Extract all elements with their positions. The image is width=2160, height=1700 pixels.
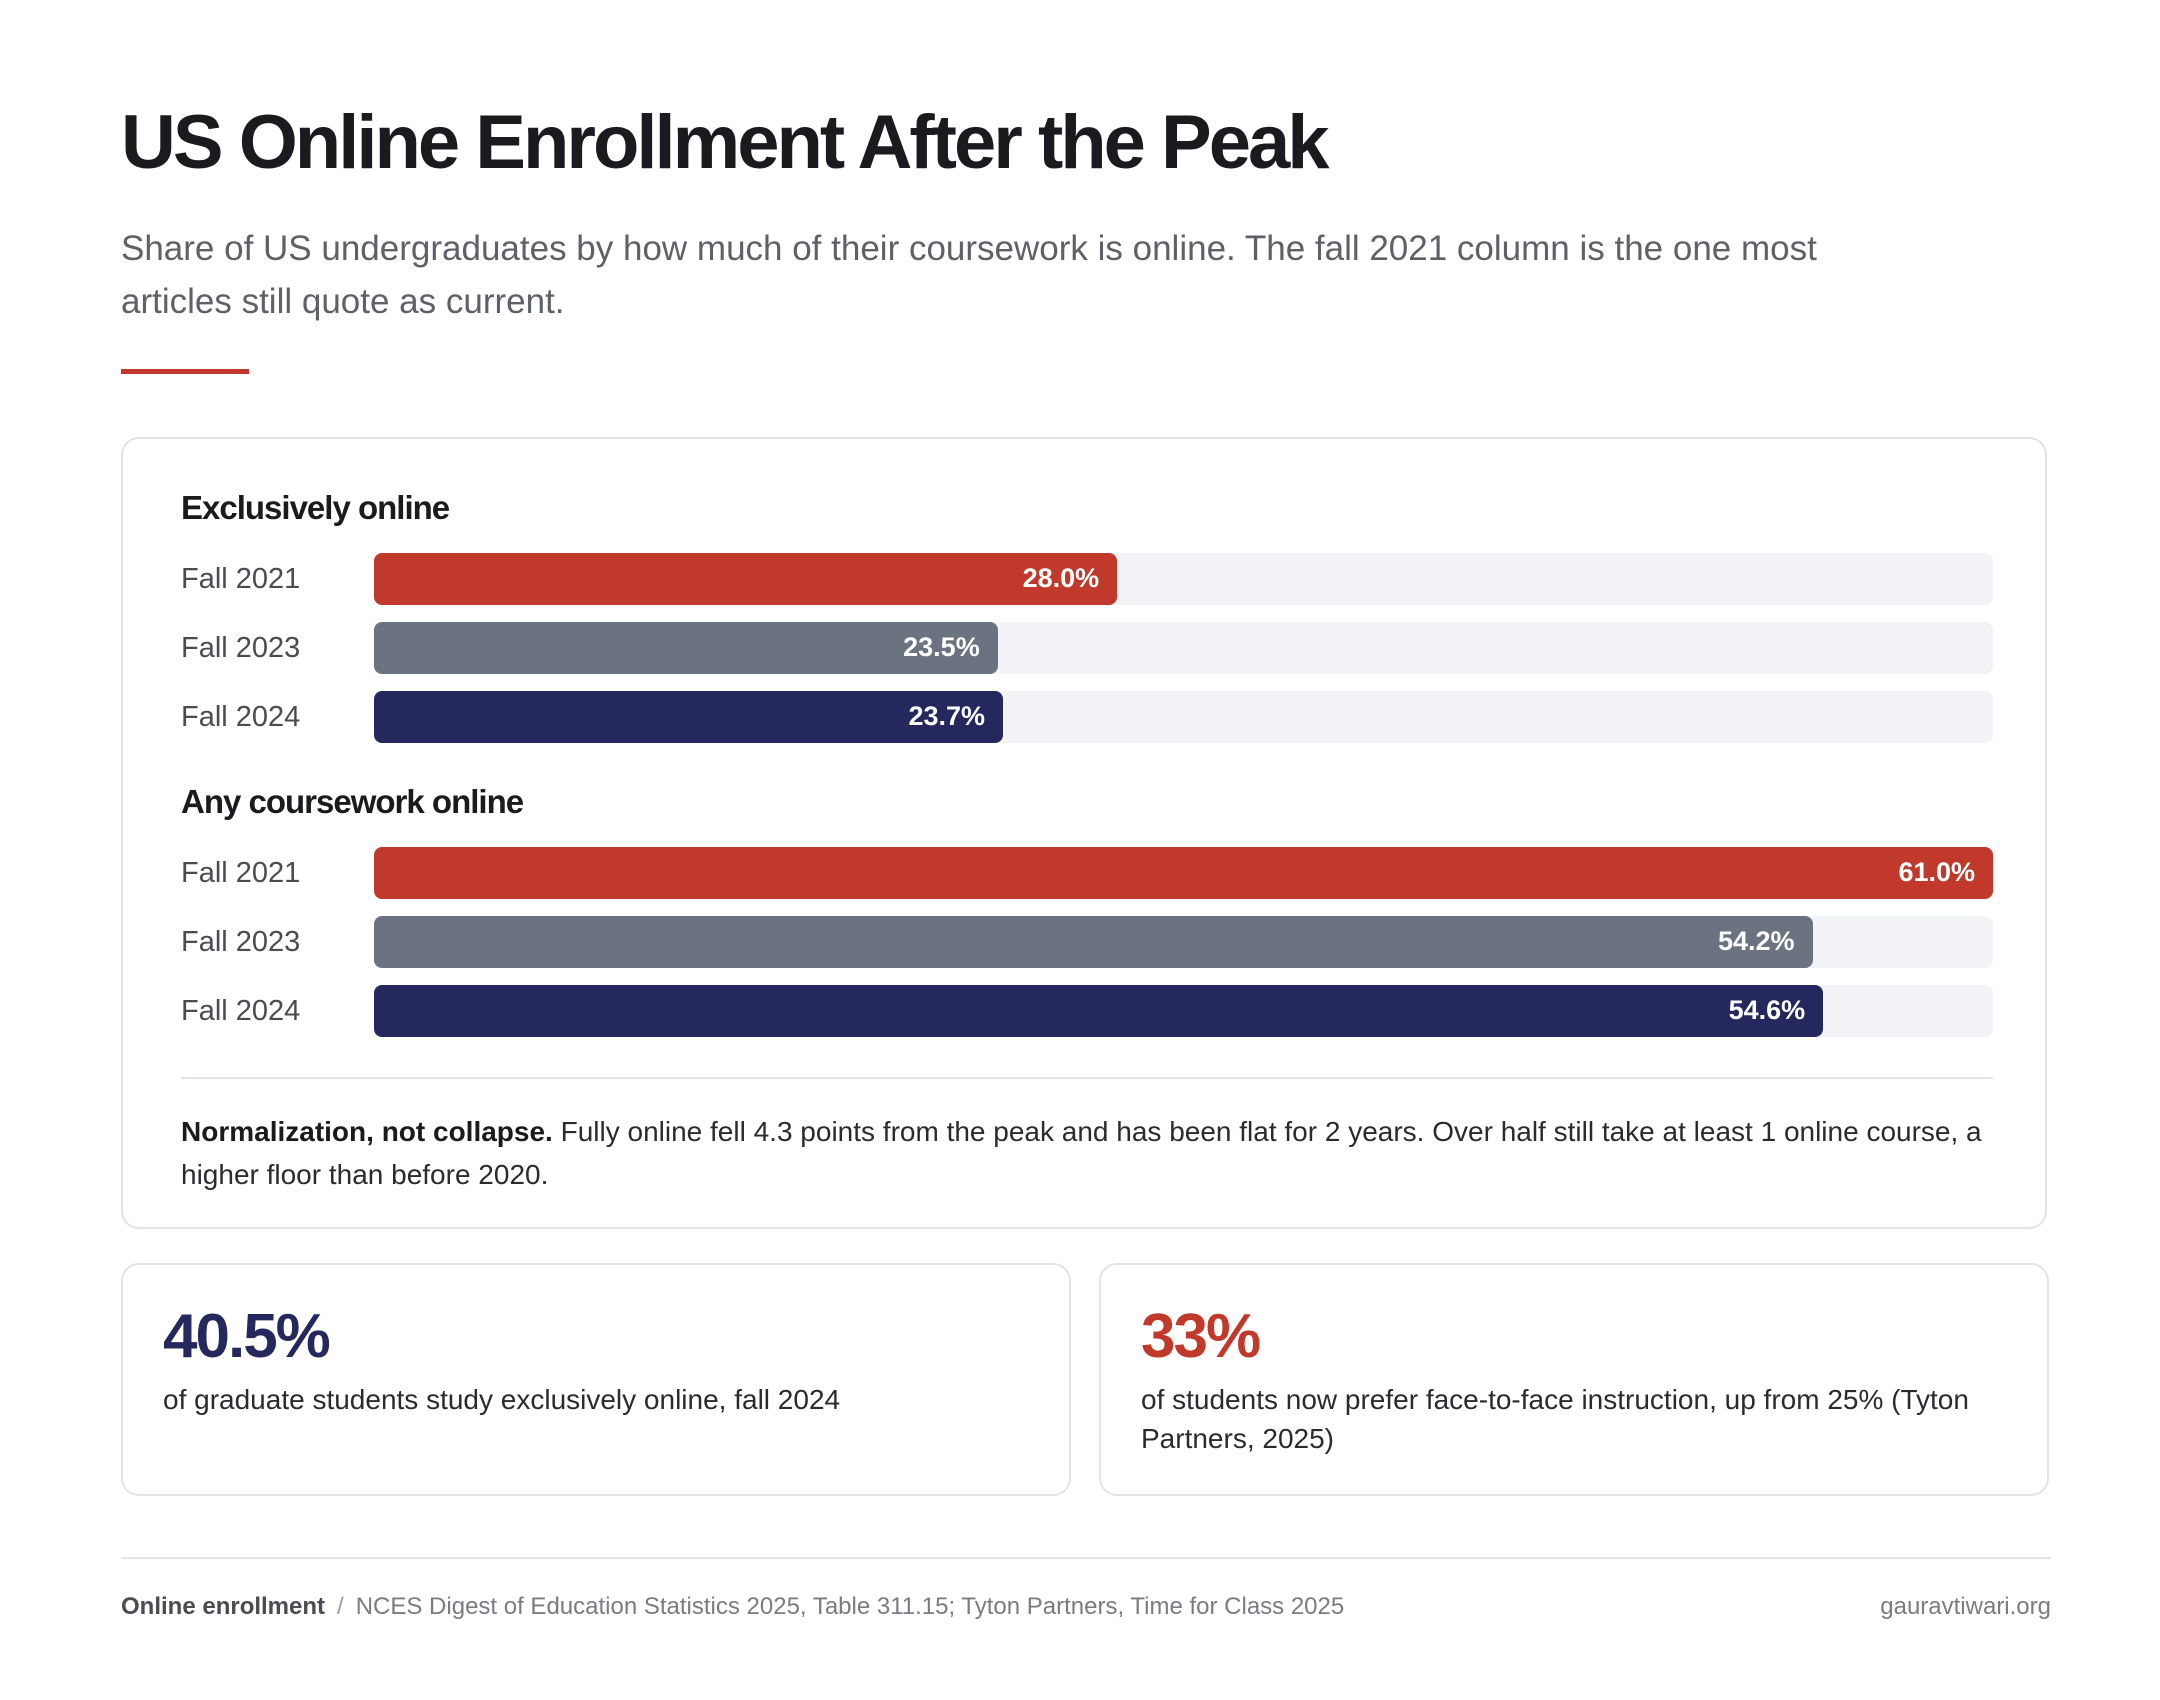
bar-row: Fall 2023 54.2% [181, 916, 1993, 968]
bar-row: Fall 2021 28.0% [181, 553, 1993, 605]
card-divider [181, 1077, 1993, 1079]
bar-value-label: 54.6% [1728, 995, 1806, 1025]
group-title-exclusively-online: Exclusively online [181, 489, 450, 526]
note-body: Fully online fell 4.3 points from the pe… [181, 1116, 1982, 1190]
bar-fill: 54.2% [374, 916, 1813, 968]
bar-row: Fall 2023 23.5% [181, 622, 1993, 674]
page-title: US Online Enrollment After the Peak [121, 100, 1330, 185]
bar-row: Fall 2024 54.6% [181, 985, 1993, 1037]
bar-track: 54.2% [374, 916, 1993, 968]
chart-note: Normalization, not collapse. Fully onlin… [181, 1110, 1993, 1196]
footer-sources: NCES Digest of Education Statistics 2025… [355, 1593, 1345, 1620]
bar-value-label: 28.0% [1022, 563, 1100, 593]
bar-value-label: 23.7% [908, 701, 986, 731]
stat-description: of students now prefer face-to-face inst… [1141, 1384, 1969, 1454]
bar-value-label: 23.5% [903, 632, 980, 662]
bar-value-label: 61.0% [1898, 857, 1975, 887]
bar-fill: 28.0% [374, 553, 1118, 605]
stat-value: 33% [1141, 1302, 1261, 1371]
bar-fill: 23.7% [374, 691, 1004, 743]
page-subtitle: Share of US undergraduates by how much o… [121, 229, 1817, 321]
bar-label: Fall 2021 [181, 857, 301, 889]
footer-rule [121, 1557, 2051, 1559]
bar-row: Fall 2024 23.7% [181, 691, 1993, 743]
bar-track: 28.0% [374, 553, 1993, 605]
bar-value-label: 54.2% [1717, 926, 1795, 956]
bar-fill: 23.5% [374, 622, 998, 674]
note-lead: Normalization, not collapse. [181, 1116, 553, 1147]
bar-track: 54.6% [374, 985, 1993, 1037]
footer-site-link[interactable]: gauravtiwari.org [1880, 1593, 2051, 1620]
stat-card-preference: 33% of students now prefer face-to-face … [1099, 1263, 2049, 1496]
bar-track: 23.5% [374, 622, 1993, 674]
infographic-page: US Online Enrollment After the Peak Shar… [121, 0, 2051, 1700]
stat-card-graduate: 40.5% of graduate students study exclusi… [121, 1263, 1071, 1496]
bar-track: 61.0% [374, 847, 1993, 899]
accent-rule [121, 369, 249, 374]
bar-label: Fall 2024 [181, 995, 301, 1027]
footer: Online enrollment / NCES Digest of Educati… [121, 1589, 2051, 1625]
bar-fill: 54.6% [374, 985, 1824, 1037]
bar-track: 23.7% [374, 691, 1993, 743]
bar-row: Fall 2021 61.0% [181, 847, 1993, 899]
footer-separator: / [337, 1593, 344, 1620]
stat-description: of graduate students study exclusively o… [163, 1384, 841, 1415]
bar-label: Fall 2021 [181, 563, 301, 595]
bar-label: Fall 2023 [181, 632, 301, 664]
group-title-any-coursework-online: Any coursework online [181, 783, 524, 820]
bar-fill: 61.0% [374, 847, 1993, 899]
bar-label: Fall 2024 [181, 701, 301, 733]
bar-label: Fall 2023 [181, 926, 301, 958]
stat-value: 40.5% [163, 1302, 331, 1371]
chart-card: Exclusively online Fall 2021 28.0% Fall … [121, 437, 2047, 1229]
footer-topic: Online enrollment [121, 1593, 326, 1620]
